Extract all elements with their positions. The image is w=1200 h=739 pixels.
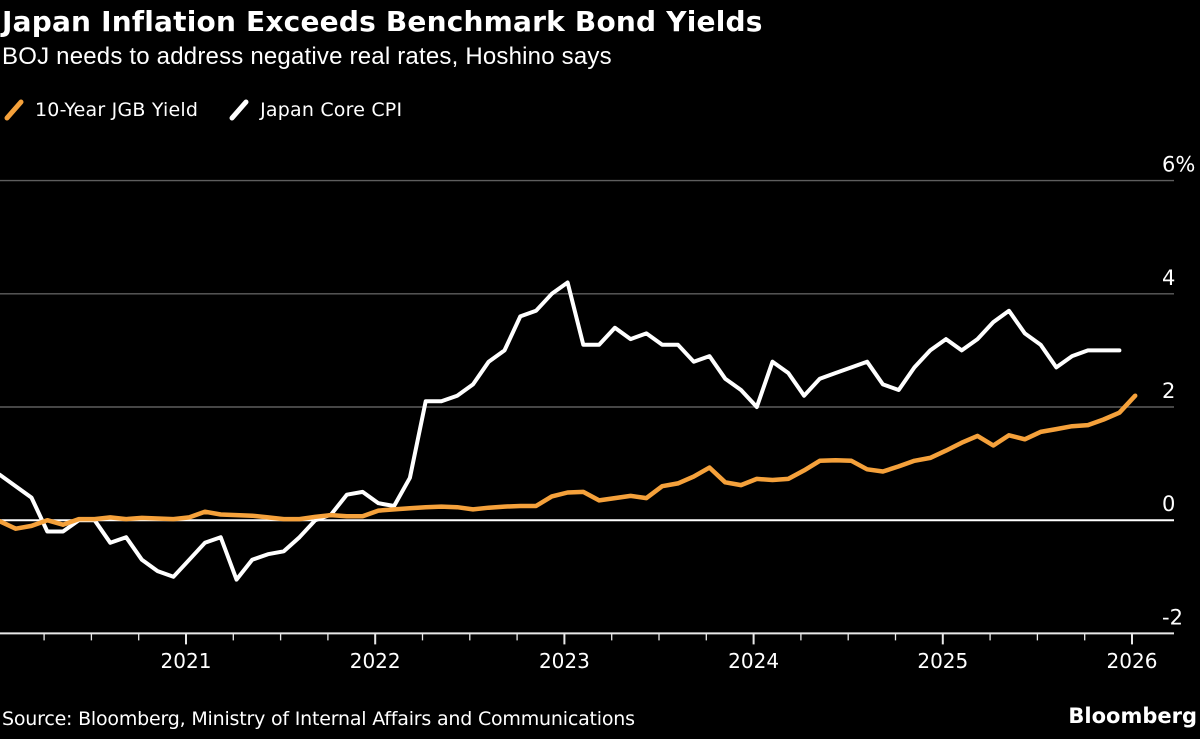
chart-title: Japan Inflation Exceeds Benchmark Bond Y… bbox=[2, 5, 763, 38]
jgb-yield-line bbox=[0, 393, 1138, 531]
y-axis-label: -2 bbox=[1162, 605, 1183, 629]
core-cpi-slash-icon bbox=[229, 99, 249, 121]
x-axis-label: 2021 bbox=[161, 649, 212, 673]
legend-item-core-cpi: Japan Core CPI bbox=[228, 97, 402, 123]
x-axis-label: 2025 bbox=[917, 649, 968, 673]
source-text: Source: Bloomberg, Ministry of Internal … bbox=[2, 708, 635, 730]
x-axis-label: 2024 bbox=[728, 649, 779, 673]
bloomberg-logo: Bloomberg bbox=[1068, 704, 1197, 728]
core-cpi-line bbox=[0, 280, 1122, 582]
legend-label-jgb-yield: 10-Year JGB Yield bbox=[35, 99, 199, 121]
y-axis-label: 4 bbox=[1162, 266, 1175, 290]
x-axis-label: 2026 bbox=[1107, 649, 1158, 673]
legend-item-jgb-yield: 10-Year JGB Yield bbox=[3, 97, 198, 123]
x-axis-label: 2023 bbox=[539, 649, 590, 673]
legend: 10-Year JGB Yield Japan Core CPI bbox=[3, 97, 402, 123]
chart-subtitle: BOJ needs to address negative real rates… bbox=[2, 43, 612, 70]
x-axis-label: 2022 bbox=[350, 649, 401, 673]
y-axis-label: 2 bbox=[1162, 379, 1175, 403]
y-axis-label: 0 bbox=[1162, 492, 1175, 516]
legend-label-core-cpi: Japan Core CPI bbox=[260, 99, 403, 121]
jgb-yield-slash-icon bbox=[4, 99, 24, 121]
y-axis-label: 6% bbox=[1162, 153, 1195, 177]
